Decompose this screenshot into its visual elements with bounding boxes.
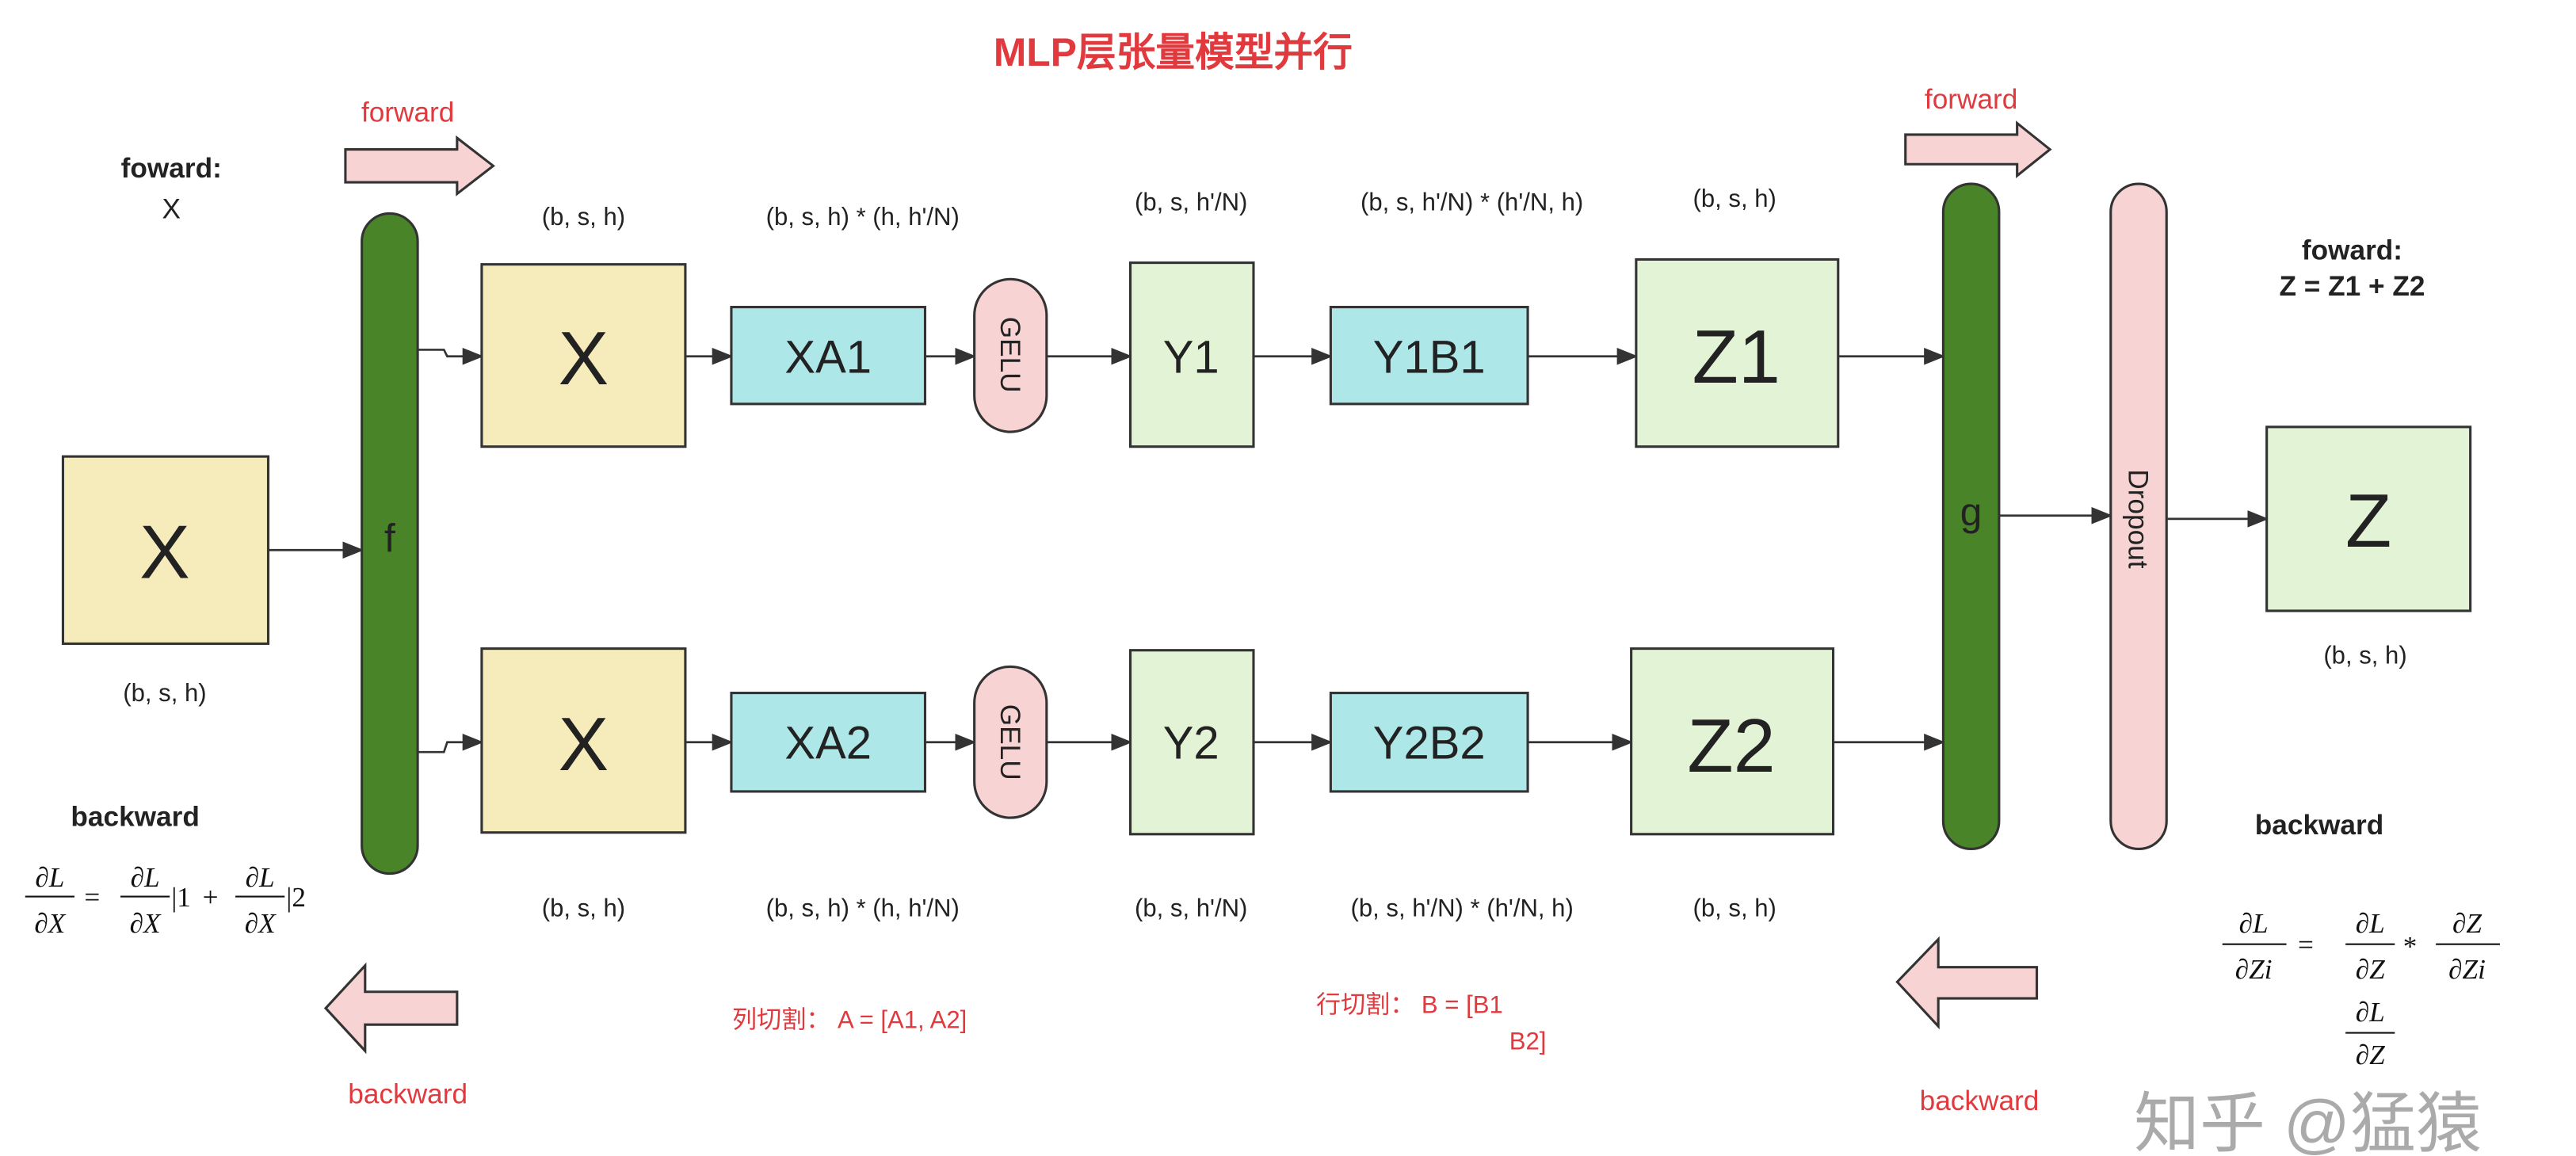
formula-term: |1	[171, 882, 191, 913]
f-bar-label: f	[384, 516, 395, 560]
branch-row-1: X XA1 GELU Y1 Y1B1 Z1	[418, 258, 1946, 448]
shape-labels-bottom: (b, s, h) (b, s, h) * (h, h'/N) (b, s, h…	[542, 894, 1776, 921]
formula-term: ∂X	[130, 908, 162, 939]
output-box	[2265, 425, 2472, 612]
forward-arrow-right-icon	[1904, 120, 2052, 178]
z-box	[1630, 647, 1835, 836]
gelu-label: GELU	[994, 317, 1025, 393]
xa-box-label: XA1	[784, 331, 872, 383]
formula-term: ∂L	[2356, 997, 2385, 1028]
shape-label: (b, s, h) * (h, h'/N)	[766, 203, 960, 231]
formula-term: ∂L	[35, 862, 64, 893]
forward-note-left: foward:	[121, 153, 222, 184]
input-box	[61, 455, 270, 645]
branch-row-2: X XA2 GELU Y2 Y2B2 Z2	[418, 647, 1946, 836]
shape-labels-top: (b, s, h) (b, s, h) * (h, h'/N) (b, s, h…	[542, 185, 1776, 231]
formula-term: ∂Zi	[2448, 954, 2486, 985]
backward-label-right: backward	[1920, 1085, 2040, 1116]
output-shape: (b, s, h)	[2323, 641, 2406, 669]
formula-term: ∂L	[2356, 908, 2385, 939]
xa-box	[730, 692, 927, 793]
formula-term: ∂X	[34, 908, 66, 939]
g-bar-label: g	[1960, 490, 1983, 534]
x-box-label: X	[559, 317, 609, 401]
input-box-label: X	[139, 511, 190, 595]
formula-term: ∂Z	[2452, 908, 2482, 939]
y-box-label: Y1	[1163, 331, 1219, 383]
shape-label: (b, s, h)	[1693, 894, 1776, 921]
backward-formula-left: ∂L ∂X = ∂L ∂X |1 + ∂L ∂X |2	[25, 862, 306, 939]
formula-term: ∂L	[2239, 908, 2269, 939]
formula-term: ∂Z	[2356, 954, 2385, 985]
watermark: 知乎 @猛猿	[2134, 1087, 2482, 1156]
input-shape: (b, s, h)	[123, 679, 206, 707]
gelu-label: GELU	[994, 704, 1025, 780]
backward-label-left: backward	[348, 1079, 467, 1110]
formula-term: =	[84, 882, 100, 913]
z-box-label: Z1	[1693, 315, 1780, 399]
dropout-label: Dropout	[2123, 469, 2154, 569]
row-split-note-line1: 行切割： B = [B1	[1316, 991, 1503, 1019]
y-box-label: Y2	[1163, 717, 1219, 769]
forward-var-left: X	[162, 194, 181, 225]
backward-arrow-left-icon	[323, 962, 459, 1055]
x-box	[480, 263, 687, 448]
formula-term: ∂X	[245, 908, 277, 939]
shape-label: (b, s, h'/N) * (h'/N, h)	[1361, 188, 1583, 216]
shape-label: (b, s, h'/N)	[1135, 188, 1247, 216]
yb-box-label: Y1B1	[1373, 331, 1486, 383]
yb-box-label: Y2B2	[1373, 717, 1486, 769]
forward-eq-right: Z = Z1 + Z2	[2279, 271, 2425, 302]
shape-label: (b, s, h'/N) * (h'/N, h)	[1351, 894, 1574, 921]
backward-note-right: backward	[2255, 810, 2383, 841]
forward-arrow-left-icon	[344, 135, 495, 196]
backward-note-left: backward	[71, 801, 199, 832]
yb-box	[1329, 692, 1529, 793]
xa-box-label: XA2	[784, 717, 872, 769]
formula-term: ∂Z	[2356, 1040, 2385, 1070]
shape-label: (b, s, h)	[542, 203, 625, 231]
column-split-note: 列切割： A = [A1, A2]	[732, 1005, 967, 1033]
formula-term: *	[2403, 931, 2418, 962]
formula-term: +	[203, 882, 219, 913]
forward-note-right: foward:	[2302, 235, 2402, 265]
backward-arrow-right-icon	[1895, 936, 2039, 1030]
formula-term: ∂L	[246, 862, 275, 893]
formula-term: ∂Zi	[2235, 954, 2273, 985]
formula-term: ∂L	[131, 862, 160, 893]
output-box-label: Z	[2345, 479, 2391, 563]
y-box	[1128, 261, 1255, 448]
formula-term: =	[2298, 929, 2314, 960]
z-box-label: Z2	[1687, 704, 1775, 788]
diagram-title: MLP层张量模型并行	[994, 30, 1353, 74]
shape-label: (b, s, h) * (h, h'/N)	[766, 894, 960, 921]
formula-term: |2	[286, 882, 306, 913]
row-split-note-line2: B2]	[1509, 1027, 1547, 1055]
shape-label: (b, s, h)	[1693, 185, 1776, 212]
forward-label-right: forward	[1925, 84, 2017, 115]
backward-formula-right: ∂L ∂Zi = ∂L ∂Z * ∂Z ∂Zi ∂L ∂Z	[2222, 908, 2500, 1070]
shape-label: (b, s, h'/N)	[1135, 894, 1247, 921]
x-box-label: X	[559, 703, 609, 787]
f-bar	[361, 212, 419, 876]
forward-label-left: forward	[361, 97, 454, 128]
z-box	[1635, 258, 1840, 448]
x-box	[480, 647, 687, 834]
dropout-node	[2109, 182, 2168, 851]
shape-label: (b, s, h)	[542, 894, 625, 921]
